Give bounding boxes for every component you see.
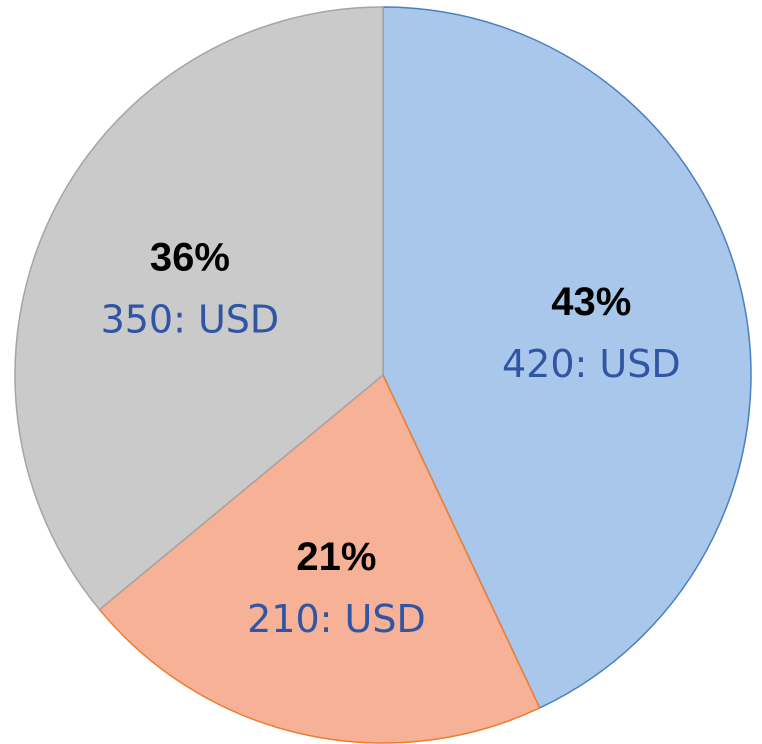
pie-slice: [14, 6, 384, 611]
percent-label: 36%: [150, 236, 230, 280]
pie-slice: [382, 6, 752, 709]
percent-label: 43%: [551, 280, 631, 324]
amount-label: 210: USD: [247, 597, 426, 641]
pie-slice: [98, 373, 541, 744]
amount-label: 350: USD: [101, 298, 280, 342]
amount-label: 420: USD: [502, 342, 681, 386]
percent-label: 21%: [296, 535, 376, 579]
